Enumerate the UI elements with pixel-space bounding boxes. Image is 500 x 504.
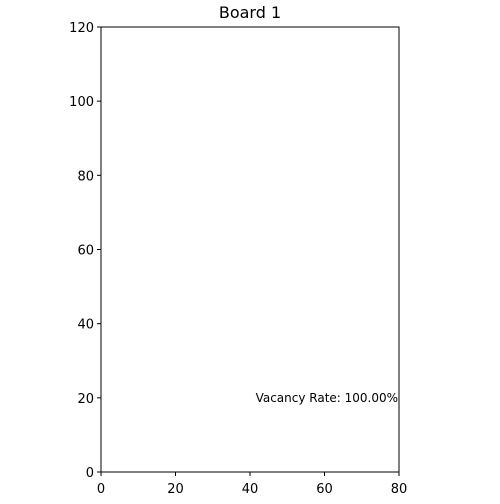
y-axis-ticks: 0 20 40 60 80 100 120 — [69, 21, 101, 481]
y-tick-label: 100 — [69, 95, 94, 110]
y-tick-label: 80 — [77, 169, 94, 184]
y-tick-label: 0 — [86, 466, 94, 481]
x-tick-label: 20 — [167, 482, 184, 497]
annotations: Vacancy Rate: 100.00% — [256, 391, 398, 405]
y-tick-label: 20 — [77, 392, 94, 407]
x-tick-label: 60 — [316, 482, 333, 497]
y-tick-label: 120 — [69, 21, 94, 36]
y-tick-label: 60 — [77, 244, 94, 259]
x-tick-label: 80 — [391, 482, 408, 497]
vacancy-rate-annotation: Vacancy Rate: 100.00% — [256, 391, 398, 405]
x-tick-label: 40 — [242, 482, 259, 497]
x-axis-ticks: 0 20 40 60 80 — [97, 472, 407, 497]
chart-title: Board 1 — [219, 3, 281, 22]
x-tick-label: 0 — [97, 482, 105, 497]
y-tick-label: 40 — [77, 318, 94, 333]
plot-area — [100, 26, 400, 473]
